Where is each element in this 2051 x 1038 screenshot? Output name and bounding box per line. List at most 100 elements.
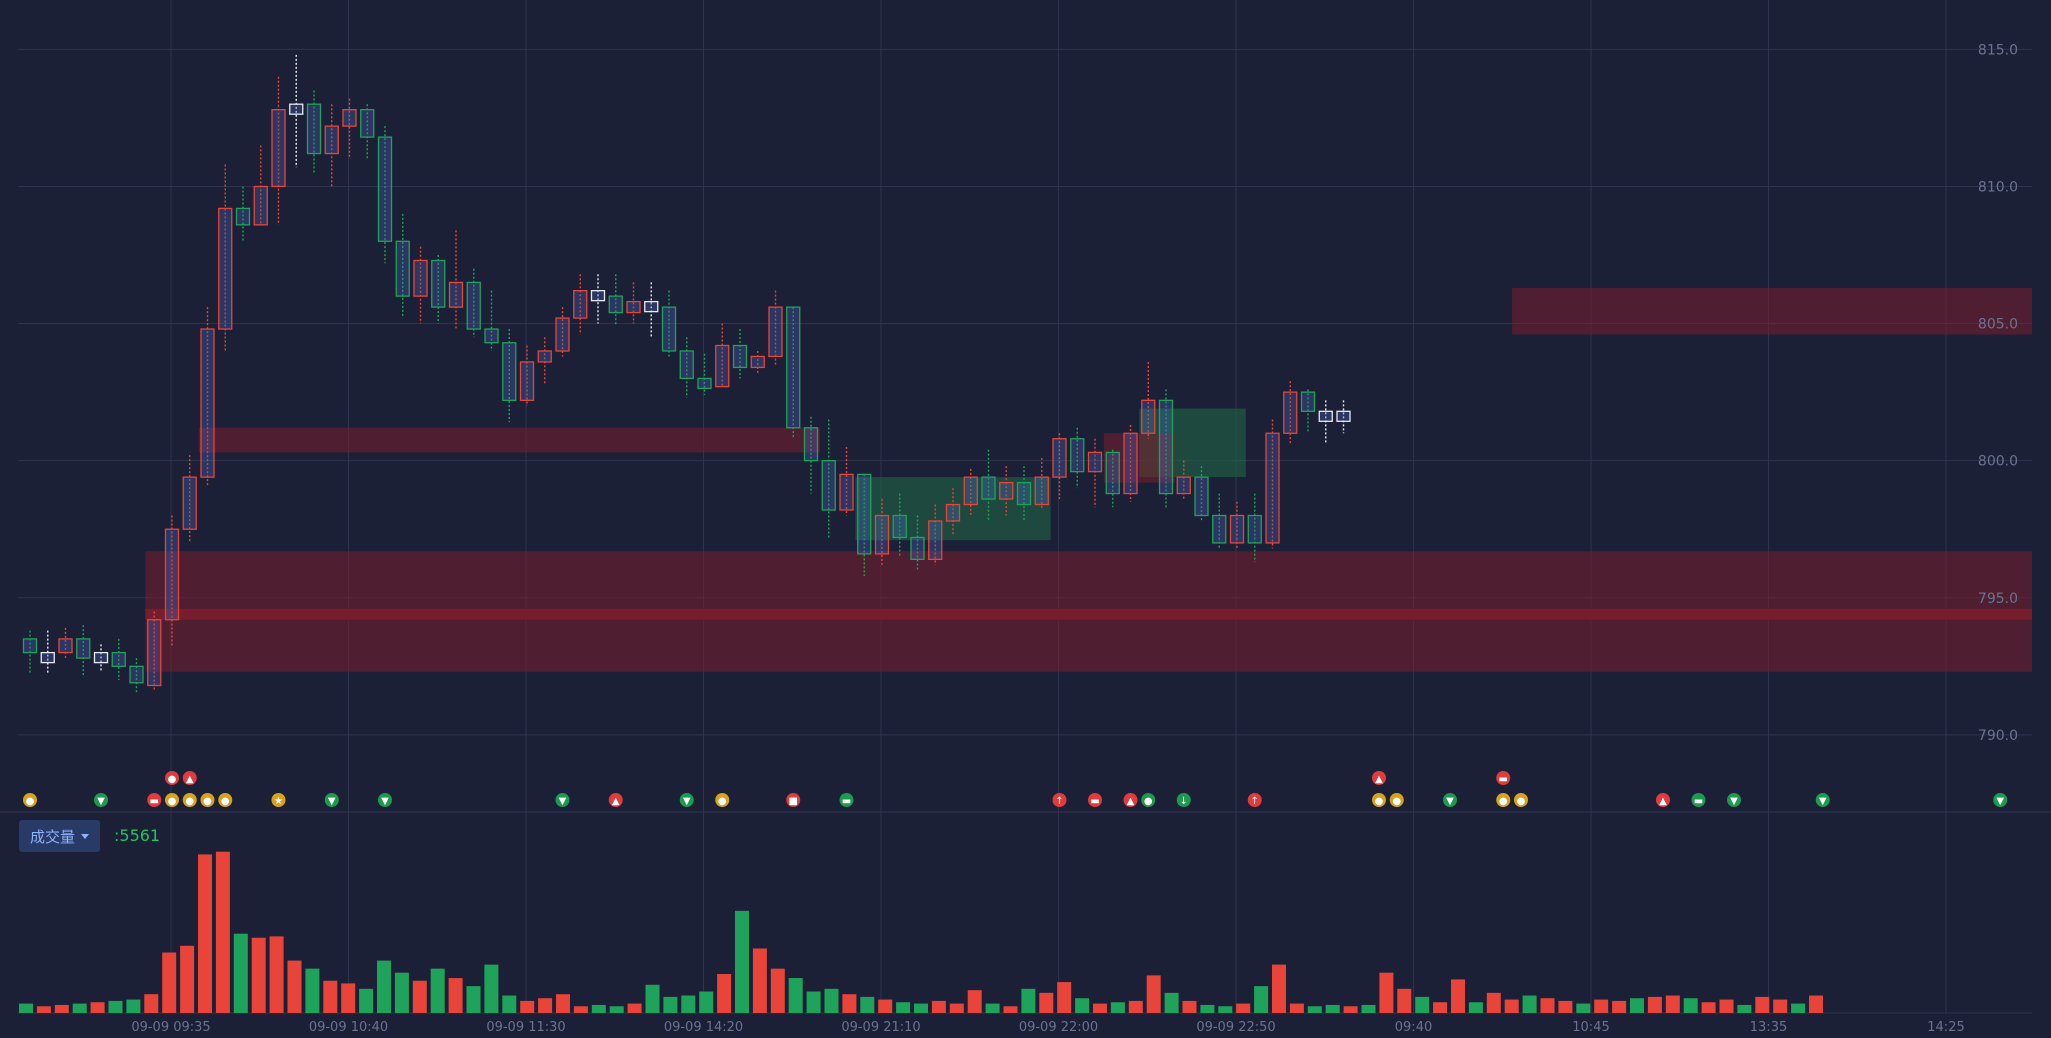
signal-glyph: ↑ xyxy=(1055,796,1063,807)
volume-bar xyxy=(1468,1002,1483,1013)
candle-body xyxy=(147,619,162,687)
time-tick-label: 09:40 xyxy=(1395,1020,1432,1034)
volume-bar xyxy=(484,964,499,1013)
candle-body xyxy=(786,306,801,429)
candle-body xyxy=(111,651,126,667)
candle-body xyxy=(324,125,339,155)
candle-body xyxy=(1158,399,1174,495)
volume-bar xyxy=(609,1006,624,1013)
volume-bar xyxy=(341,983,356,1013)
signal-glyph: ▬ xyxy=(150,796,159,807)
time-tick-label: 10:45 xyxy=(1572,1020,1609,1034)
volume-bar xyxy=(394,972,409,1013)
volume-bar xyxy=(1683,998,1698,1013)
signal-glyph: ■ xyxy=(789,796,798,807)
volume-bar xyxy=(251,937,266,1013)
signal-glyph: ▼ xyxy=(559,796,567,807)
volume-bar xyxy=(663,996,678,1013)
signal-glyph: ▲ xyxy=(186,774,194,785)
volume-bar xyxy=(215,851,230,1013)
signal-glyph: ▼ xyxy=(97,796,105,807)
signal-glyph: ↓ xyxy=(1180,796,1188,807)
volume-bar xyxy=(1039,992,1054,1013)
signal-glyph: ▬ xyxy=(1499,774,1508,785)
volume-bar xyxy=(1558,1000,1573,1013)
signal-glyph: ● xyxy=(1517,796,1526,807)
volume-bar xyxy=(1110,1002,1125,1013)
volume-bar xyxy=(788,978,803,1013)
candle-body xyxy=(732,344,748,369)
volume-bar xyxy=(1522,995,1537,1013)
volume-bar xyxy=(1272,964,1286,1013)
signal-marker xyxy=(1372,771,1386,785)
candle-body xyxy=(1247,514,1262,544)
candle-body xyxy=(1212,514,1227,544)
candle-body xyxy=(164,528,180,621)
chevron-down-icon xyxy=(81,833,89,839)
volume-bar xyxy=(1433,1002,1448,1013)
signal-marker xyxy=(1496,771,1511,785)
candle-body xyxy=(271,109,286,188)
volume-bar xyxy=(287,960,302,1013)
signal-marker xyxy=(1727,793,1741,807)
candle-body xyxy=(661,306,677,352)
volume-bar xyxy=(1218,1006,1233,1013)
volume-bar xyxy=(717,974,732,1013)
volume-bar xyxy=(1361,1004,1376,1013)
volume-bar xyxy=(1254,986,1269,1013)
signal-markers: ● ▼ ▬ ● ● ● ▲ ● ● ★ ▼ ▼ ▼ ▲ ▼ ● ■ ▬ ↑ ▬ ▲ ● ↓ ↑ ● ▲ ● ▼ ● ▬ ● ▲ ▬ ▼ ▼ ▼ xyxy=(23,771,2008,807)
volume-bar xyxy=(842,994,857,1013)
candle-body xyxy=(395,240,410,297)
time-axis: 09-09 09:35 09-09 10:40 09-09 11:30 09-09 1… xyxy=(131,1020,1964,1035)
volume-bar xyxy=(1307,1006,1322,1013)
signal-marker xyxy=(1496,793,1511,807)
candle-body xyxy=(1194,476,1209,517)
volume-bar xyxy=(1809,995,1823,1013)
volume-bar xyxy=(752,948,767,1013)
signal-marker xyxy=(1993,793,2008,807)
signal-marker xyxy=(1443,793,1457,807)
candle-body xyxy=(502,342,517,401)
candle-body xyxy=(750,355,765,369)
volume-bar xyxy=(806,991,821,1013)
volume-bar xyxy=(860,996,875,1013)
candle-body xyxy=(1087,451,1103,473)
price-axis: 815.0 810.0 805.0 800.0 795.0 790.0 xyxy=(1978,42,2018,744)
volume-bar xyxy=(1164,992,1179,1013)
volume-bar xyxy=(699,991,714,1013)
volume-bar xyxy=(1289,1003,1304,1013)
signal-marker xyxy=(147,793,162,807)
signal-marker xyxy=(679,793,694,807)
signal-marker xyxy=(1123,793,1138,807)
candle-body xyxy=(626,300,641,314)
candle-body xyxy=(377,136,393,242)
volume-bar xyxy=(305,968,320,1013)
signal-marker xyxy=(165,771,179,785)
signal-glyph: ▬ xyxy=(1090,796,1099,807)
volume-layer xyxy=(19,851,1823,1013)
volume-bar xyxy=(90,1002,105,1013)
signal-marker xyxy=(555,793,570,807)
candle-body xyxy=(963,476,978,506)
signal-marker xyxy=(1656,793,1670,807)
signal-glyph: ● xyxy=(1375,796,1384,807)
candle-body xyxy=(306,103,322,155)
signal-glyph: ● xyxy=(185,796,194,807)
candle-body xyxy=(182,476,197,530)
candle-body xyxy=(537,350,552,363)
signal-marker xyxy=(218,793,233,807)
time-tick-label: 09-09 21:10 xyxy=(841,1020,920,1034)
candle-body xyxy=(1034,476,1049,506)
candle-body xyxy=(218,207,233,330)
candle-body xyxy=(999,481,1014,500)
volume-bar xyxy=(448,978,463,1013)
signal-marker xyxy=(1052,793,1067,807)
signal-glyph: ▼ xyxy=(328,796,336,807)
signal-marker xyxy=(1088,793,1102,807)
price-tick-label: 795.0 xyxy=(1978,591,2018,607)
signal-marker xyxy=(1141,793,1156,807)
volume-indicator-dropdown[interactable]: 成交量 xyxy=(19,820,100,852)
zone-resistance xyxy=(1512,287,2032,335)
